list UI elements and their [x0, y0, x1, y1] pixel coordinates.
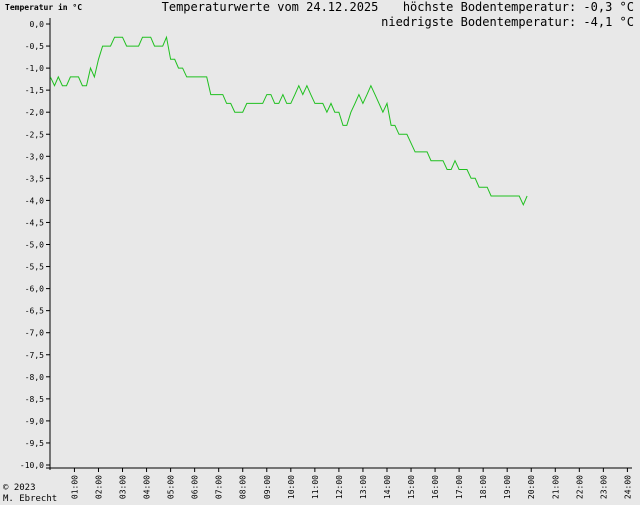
x-tick-label: 12:00	[335, 475, 344, 499]
y-tick-label: -9,5	[25, 439, 44, 448]
y-tick-label: -8,0	[25, 373, 44, 382]
y-tick-label: -2,0	[25, 108, 44, 117]
y-tick-label: -7,0	[25, 329, 44, 338]
x-tick-label: 18:00	[479, 475, 488, 499]
y-tick-label: -7,5	[25, 351, 44, 360]
y-tick-label: -8,5	[25, 395, 44, 404]
y-tick-label: -6,0	[25, 285, 44, 294]
x-tick-label: 14:00	[383, 475, 392, 499]
y-tick-label: -6,5	[25, 307, 44, 316]
y-tick-label: -4,5	[25, 218, 44, 227]
y-tick-label: -4,0	[25, 196, 44, 205]
x-tick-label: 02:00	[94, 475, 103, 499]
copyright: © 2023	[3, 483, 36, 493]
x-tick-label: 09:00	[263, 475, 272, 499]
y-tick-label: -10,0	[20, 461, 44, 470]
y-tick-label: -3,5	[25, 174, 44, 183]
y-tick-label: -1,5	[25, 86, 44, 95]
x-tick-label: 10:00	[287, 475, 296, 499]
x-tick-label: 03:00	[119, 475, 128, 499]
x-tick-label: 19:00	[503, 475, 512, 499]
y-tick-label: -9,0	[25, 417, 44, 426]
y-tick-label: -5,0	[25, 241, 44, 250]
author: M. Ebrecht	[3, 494, 57, 504]
x-tick-label: 13:00	[359, 475, 368, 499]
y-tick-label: -3,0	[25, 152, 44, 161]
chart-title: Temperaturwerte vom 24.12.2025	[162, 0, 379, 14]
x-tick-label: 15:00	[407, 475, 416, 499]
y-tick-label: -5,5	[25, 263, 44, 272]
x-tick-label: 17:00	[455, 475, 464, 499]
x-tick-label: 16:00	[431, 475, 440, 499]
x-tick-label: 07:00	[215, 475, 224, 499]
x-tick-label: 23:00	[599, 475, 608, 499]
temperature-line	[49, 35, 528, 207]
x-tick-label: 08:00	[239, 475, 248, 499]
x-tick-label: 04:00	[143, 475, 152, 499]
y-tick-label: -1,0	[25, 64, 44, 73]
x-tick-label: 21:00	[551, 475, 560, 499]
x-tick-label: 24:00	[623, 475, 632, 499]
x-tick-label: 06:00	[191, 475, 200, 499]
x-tick-label: 01:00	[70, 475, 79, 499]
x-tick-label: 05:00	[167, 475, 176, 499]
max-annotation: höchste Bodentemperatur: -0,3 °C	[403, 0, 634, 14]
x-tick-label: 11:00	[311, 475, 320, 499]
y-axis-label: Temperatur in °C	[5, 2, 82, 12]
y-tick-label: 0,0	[30, 20, 45, 29]
x-tick-label: 22:00	[575, 475, 584, 499]
y-tick-label: -0,5	[25, 42, 44, 51]
x-tick-label: 20:00	[527, 475, 536, 499]
min-annotation: niedrigste Bodentemperatur: -4,1 °C	[381, 15, 634, 29]
y-tick-label: -2,5	[25, 130, 44, 139]
